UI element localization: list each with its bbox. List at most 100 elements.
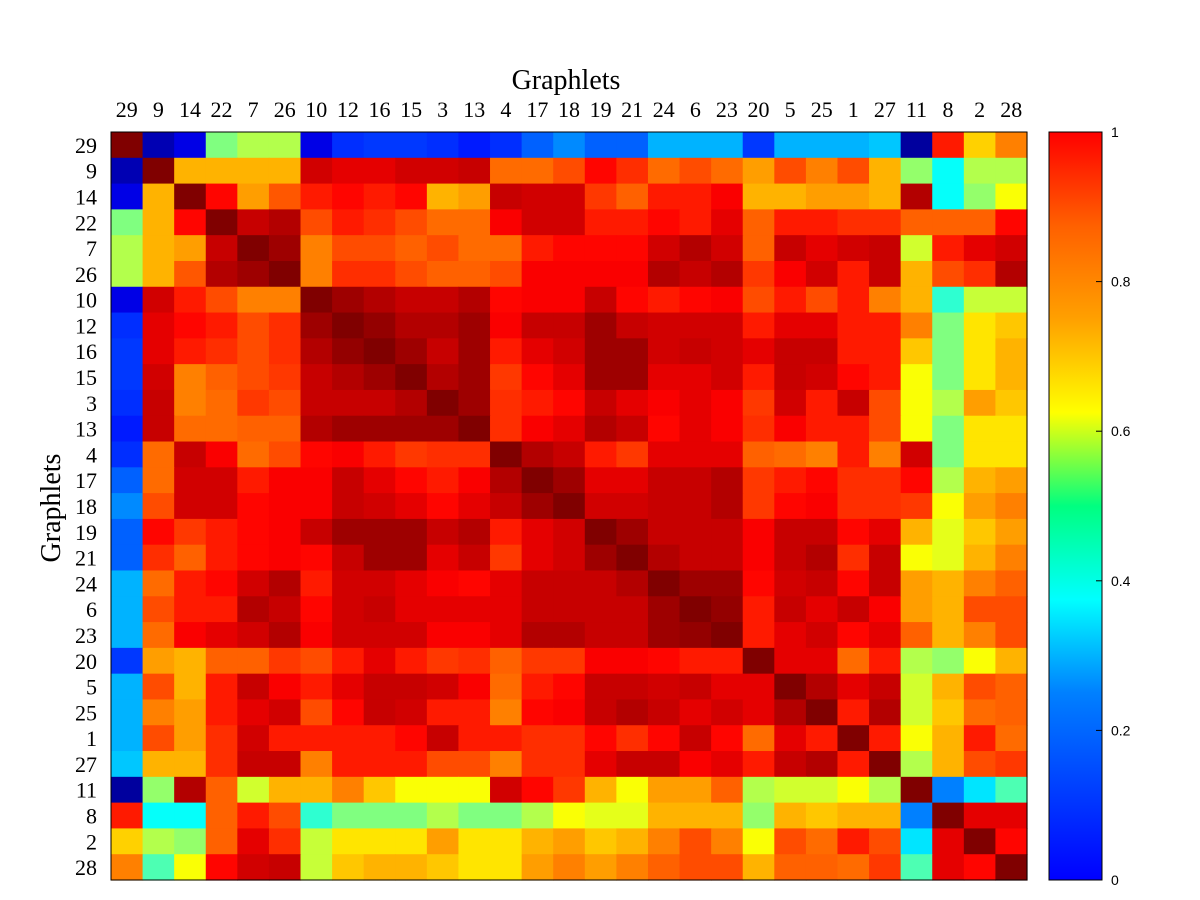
heatmap-cell [142,622,175,649]
heatmap-cell [205,493,238,520]
heatmap-cell [300,493,333,520]
heatmap-cell [490,389,523,417]
heatmap-cell [616,286,649,314]
heatmap-cell [426,596,460,623]
heatmap-cell [363,622,396,649]
heatmap-cell [774,260,807,288]
heatmap-cell [774,751,807,778]
heatmap-cell [142,312,175,339]
heatmap-cell [679,441,712,468]
heatmap-cell [869,854,902,881]
x-tick-label: 4 [500,97,511,122]
heatmap-cell [332,157,365,185]
heatmap-cell [268,622,302,649]
heatmap-cell [205,286,238,314]
heatmap-cell [805,209,839,236]
heatmap-cell [900,518,933,546]
y-tick-label: 29 [75,133,97,158]
heatmap-cell [679,647,712,675]
heatmap-cell [616,544,649,572]
heatmap-cell [616,235,649,262]
heatmap-cell [553,699,586,726]
heatmap-cell [142,828,175,855]
heatmap-cell [426,751,460,778]
heatmap-cell [490,441,523,468]
heatmap-cell [774,389,807,417]
heatmap-cell [995,467,1028,494]
heatmap-cell [395,802,428,830]
heatmap-cell [458,725,491,752]
x-tick-label: 5 [785,97,796,122]
heatmap-cell [900,622,933,649]
heatmap-cell [679,415,712,443]
heatmap-cell [237,183,270,210]
heatmap-cell [616,596,649,623]
heatmap-cell [742,415,775,443]
heatmap-cell [584,260,617,288]
heatmap-cell [869,493,902,520]
heatmap-cell [111,802,144,830]
heatmap-cell [268,647,302,675]
heatmap-cell [932,622,965,649]
heatmap-cell [679,518,712,546]
y-tick-label: 3 [86,391,97,416]
y-tick-label: 28 [75,855,97,880]
heatmap-cell [963,338,997,365]
y-tick-label: 11 [76,778,97,803]
heatmap-cell [142,647,175,675]
heatmap-cell [869,389,902,417]
heatmap-cell [711,183,744,210]
heatmap-cell [647,467,681,494]
heatmap-cell [837,389,870,417]
heatmap-cell [205,467,238,494]
heatmap-cell [395,183,428,210]
heatmap-cell [111,725,144,752]
heatmap-cell [490,802,523,830]
heatmap-cell [205,647,238,675]
heatmap-cell [553,570,586,597]
heatmap-cell [711,209,744,236]
y-tick-label: 2 [86,829,97,854]
heatmap-cell [869,467,902,494]
heatmap-cell [174,493,207,520]
heatmap-cell [584,415,617,443]
heatmap-cell [869,415,902,443]
heatmap-cell [837,828,870,855]
heatmap-cell [111,183,144,210]
heatmap-cell [300,389,333,417]
x-tick-label: 20 [748,97,770,122]
heatmap-cell [111,415,144,443]
heatmap-cell [490,132,523,159]
heatmap-cell [458,854,491,881]
x-tick-label: 15 [400,97,422,122]
heatmap-cell [426,209,460,236]
heatmap-cell [711,725,744,752]
heatmap-cell [711,415,744,443]
heatmap-cell [742,132,775,159]
heatmap-cell [426,467,460,494]
heatmap-cell [742,776,775,804]
heatmap-cell [205,157,238,185]
heatmap-cell [995,647,1028,675]
heatmap-cell [553,415,586,443]
heatmap-cell [300,209,333,236]
heatmap-cell [932,364,965,391]
heatmap-cell [111,570,144,597]
heatmap-cell [205,751,238,778]
heatmap-cell [300,751,333,778]
heatmap-cell [142,389,175,417]
heatmap-cell [458,776,491,804]
heatmap-cell [268,828,302,855]
heatmap-cell [584,647,617,675]
heatmap-cell [995,132,1028,159]
heatmap-cell [237,441,270,468]
heatmap-cell [174,647,207,675]
heatmap-cell [963,132,997,159]
heatmap-cell [869,751,902,778]
heatmap-cell [174,209,207,236]
heatmap-cell [774,802,807,830]
heatmap-cell [837,467,870,494]
heatmap-cell [647,493,681,520]
heatmap-cell [268,596,302,623]
heatmap-cell [805,286,839,314]
